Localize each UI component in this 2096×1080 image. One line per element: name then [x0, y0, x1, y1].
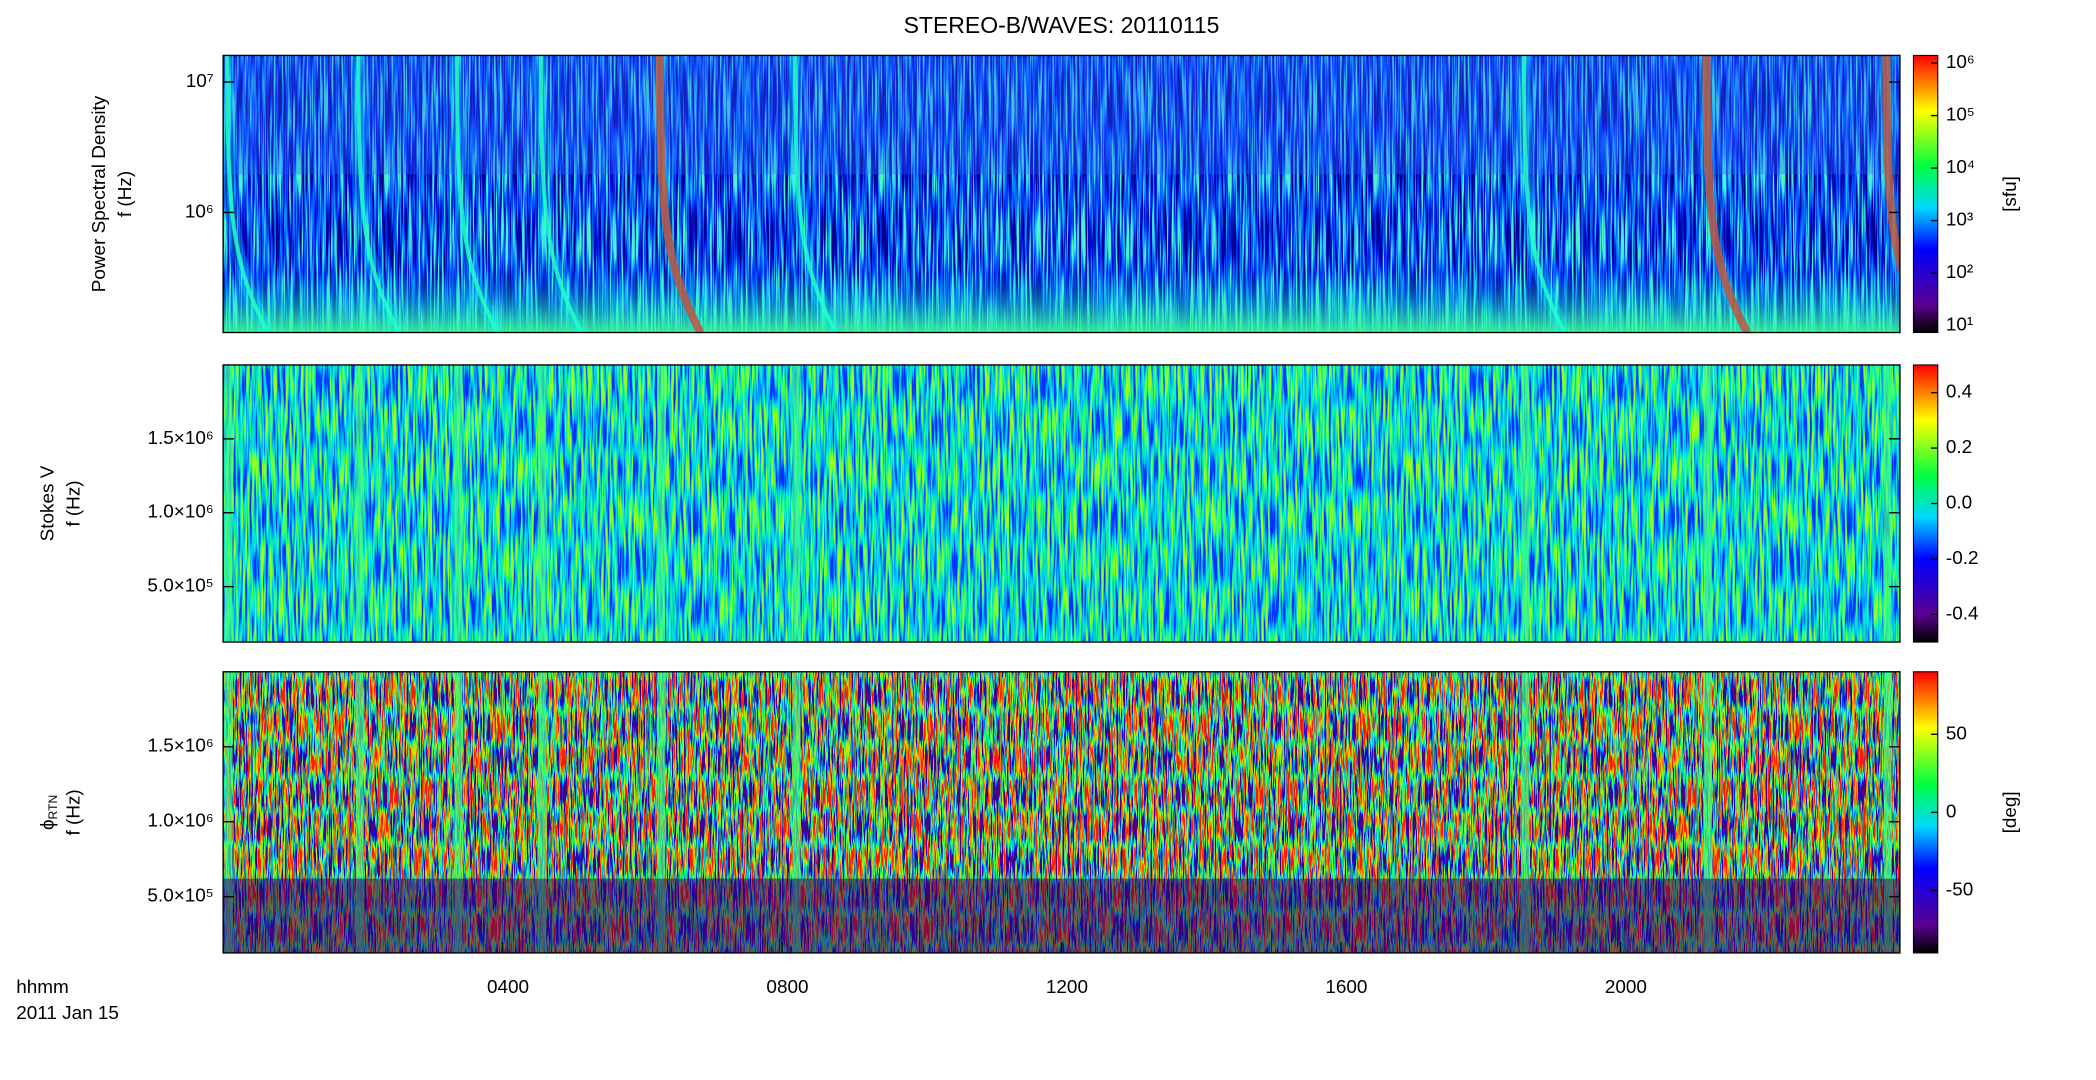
y-tick-label: 1.0×10⁶ — [148, 811, 214, 832]
radio-burst-halo — [351, 55, 405, 333]
colorbar-tick-label: 10³ — [1946, 210, 1973, 231]
burst-stripe — [1883, 671, 1892, 953]
colorbar — [1912, 54, 1939, 334]
colorbar-tick-label: 10⁴ — [1946, 157, 1975, 178]
colorbar-tick-label: -0.4 — [1946, 603, 1979, 624]
burst-stripe — [792, 671, 801, 953]
burst-stripe — [657, 671, 666, 953]
colorbar-tick-label: 0.0 — [1946, 493, 1972, 514]
colorbar-tick-label: 50 — [1946, 723, 1967, 744]
y-tick-label: 1.5×10⁶ — [148, 736, 214, 757]
burst-stripe — [538, 671, 547, 953]
burst-stripe — [224, 671, 233, 953]
radio-burst-halo — [450, 55, 504, 333]
y-tick-label: 5.0×10⁵ — [147, 576, 213, 597]
colorbar-tick-label: 0.2 — [1946, 437, 1972, 458]
y-axis-label: f (Hz) — [115, 171, 136, 217]
y-tick-label: 5.0×10⁵ — [147, 886, 213, 907]
spectrogram — [223, 671, 1900, 953]
radio-burst — [655, 55, 705, 333]
colorbar-tick-label: 10¹ — [1946, 315, 1973, 336]
y-tick-label: 1.5×10⁶ — [148, 428, 214, 449]
radio-burst-halo — [1879, 55, 1900, 288]
y-axis-label-subscript: RTN — [46, 795, 60, 820]
burst-stripe — [792, 364, 801, 643]
y-axis-label: f (Hz) — [63, 789, 84, 835]
radio-burst — [455, 55, 500, 333]
spectrogram-image — [223, 364, 1900, 643]
colorbar-tick-label: 10⁵ — [1946, 105, 1975, 126]
colorbar-tick-label: 10⁶ — [1946, 52, 1975, 73]
radio-burst-halo — [1517, 55, 1571, 333]
radio-burst-halo — [653, 55, 707, 333]
date-label: 2011 Jan 15 — [16, 1003, 119, 1024]
colorbar-tick-label: 0.4 — [1946, 382, 1972, 403]
x-tick-label: 2000 — [1605, 977, 1647, 998]
spectrogram — [223, 364, 1900, 643]
x-tick-label: 0800 — [766, 977, 808, 998]
chart-title: STEREO-B/WAVES: 20110115 — [904, 12, 1220, 38]
radio-burst — [1882, 55, 1900, 279]
y-tick-label: 1.0×10⁶ — [148, 502, 214, 523]
spectrogram — [223, 55, 1900, 333]
colorbar-label: [sfu] — [2000, 176, 2021, 212]
y-axis-label: f (Hz) — [63, 480, 84, 526]
burst-stripe — [454, 364, 463, 643]
burst-stripe — [454, 671, 463, 953]
burst-stripe — [1521, 671, 1530, 953]
x-tick-label: 1600 — [1325, 977, 1367, 998]
colorbar-label: [deg] — [2000, 791, 2021, 833]
burst-stripe — [657, 364, 666, 643]
colorbar-tick-label: 0 — [1946, 801, 1957, 822]
burst-stripe — [1521, 364, 1530, 643]
background-band — [223, 271, 1900, 333]
y-axis-label: Power Spectral Density — [89, 95, 110, 292]
burst-stripe — [538, 364, 547, 643]
y-tick-label: 10⁶ — [185, 201, 214, 222]
radio-burst — [1521, 55, 1567, 333]
plot-frame — [222, 364, 1901, 643]
colorbar-tick-label: -0.2 — [1946, 548, 1979, 569]
y-axis-label: ϕRTN — [38, 795, 61, 830]
radio-burst — [1702, 55, 1751, 333]
burst-stripe — [224, 364, 233, 643]
radio-burst — [793, 55, 838, 333]
burst-stripe — [355, 364, 364, 643]
time-axis-label: hhmm — [16, 977, 69, 998]
x-tick-label: 0400 — [487, 977, 529, 998]
radio-burst-halo — [788, 55, 842, 333]
colorbar-tick-label: 10² — [1946, 262, 1973, 283]
x-tick-label: 1200 — [1046, 977, 1088, 998]
y-axis-label: Stokes V — [38, 465, 59, 541]
y-tick-label: 10⁷ — [186, 71, 214, 92]
burst-stripe — [355, 671, 364, 953]
burst-stripe — [1703, 671, 1712, 953]
burst-stripe — [1883, 364, 1892, 643]
burst-stripe — [1703, 364, 1712, 643]
radio-burst — [538, 55, 584, 333]
background-band — [223, 878, 1900, 953]
background-band — [223, 55, 1900, 175]
radio-burst-halo — [534, 55, 588, 333]
radio-burst-halo — [1699, 55, 1754, 333]
radio-burst — [356, 55, 401, 333]
radio-burst — [225, 55, 270, 333]
colorbar-tick-label: -50 — [1946, 879, 1973, 900]
plot-frame — [222, 54, 1901, 334]
radio-burst-halo — [223, 55, 274, 333]
